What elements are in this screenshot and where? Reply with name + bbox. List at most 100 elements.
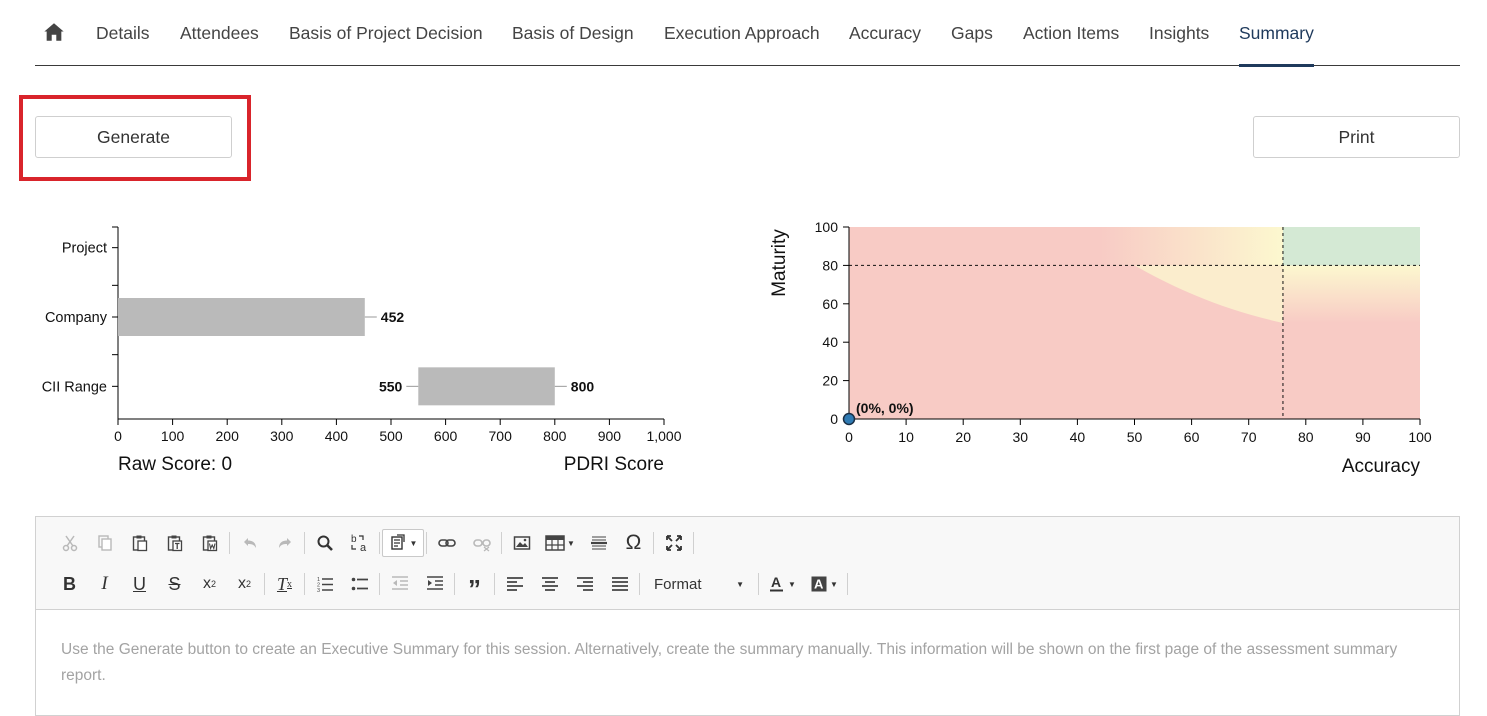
outdent-icon[interactable] [382, 570, 417, 598]
bar-x-tick-label: 300 [270, 428, 294, 444]
indent-icon[interactable] [417, 570, 452, 598]
bar-category-label: Project [62, 241, 107, 257]
svg-text:b: b [351, 534, 357, 545]
unlink-icon[interactable] [464, 529, 499, 557]
generate-button[interactable]: Generate [35, 116, 232, 158]
svg-text:3: 3 [317, 588, 320, 593]
bar-cii-range [418, 367, 555, 406]
paste-icon[interactable] [122, 529, 157, 557]
matrix-y-tick-label: 60 [822, 296, 838, 312]
home-icon[interactable] [43, 21, 65, 43]
cut-icon[interactable] [52, 529, 87, 557]
align-left-icon[interactable] [497, 570, 532, 598]
matrix-x-tick-label: 30 [1013, 429, 1029, 445]
matrix-x-tick-label: 60 [1184, 429, 1200, 445]
raw-score-label: Raw Score: 0 [118, 454, 232, 475]
zone-yellow-fade [1100, 227, 1283, 266]
top-nav: Details Attendees Basis of Project Decis… [35, 0, 1460, 67]
data-point [842, 412, 856, 426]
align-right-icon[interactable] [567, 570, 602, 598]
zone-yellow-right [1282, 265, 1420, 323]
undo-icon[interactable] [232, 529, 267, 557]
bar-x-tick-label: 100 [161, 428, 185, 444]
bar-x-tick-label: 600 [434, 428, 458, 444]
tab-insights[interactable]: Insights [1149, 23, 1210, 43]
template-icon[interactable]: ▼ [382, 529, 424, 557]
accuracy-maturity-chart: 0 20 40 60 80 100 0 10 20 30 40 50 60 70 80 90 100 Maturi… [769, 219, 1432, 477]
background-color-icon[interactable]: A ▼ [803, 570, 845, 598]
matrix-x-tick-label: 70 [1241, 429, 1257, 445]
matrix-y-tick-label: 0 [830, 411, 838, 427]
align-center-icon[interactable] [532, 570, 567, 598]
justify-icon[interactable] [602, 570, 637, 598]
svg-text:A: A [771, 575, 781, 590]
summary-editor-content[interactable]: Use the Generate button to create an Exe… [61, 641, 1398, 684]
bar-category-label: CII Range [42, 379, 107, 395]
matrix-y-tick-label: 20 [822, 373, 838, 389]
paste-text-icon[interactable] [157, 529, 192, 557]
bulleted-list-icon[interactable] [342, 570, 377, 598]
company-end-label: 452 [381, 309, 405, 325]
matrix-y-tick-label: 100 [815, 219, 839, 235]
format-label: Format [654, 575, 702, 593]
redo-icon[interactable] [267, 529, 302, 557]
bar-x-tick-label: 500 [379, 428, 403, 444]
bar-x-axis-title: PDRI Score [564, 454, 664, 475]
table-icon[interactable]: ▼ [539, 529, 581, 557]
special-char-icon[interactable]: Ω [625, 531, 642, 554]
paste-word-icon[interactable] [192, 529, 227, 557]
tab-basis-of-project-decision[interactable]: Basis of Project Decision [289, 23, 483, 43]
tab-basis-of-design[interactable]: Basis of Design [512, 23, 634, 43]
chevron-down-icon: ▼ [736, 579, 744, 589]
italic-icon[interactable]: I [101, 573, 108, 594]
tab-details[interactable]: Details [96, 23, 150, 43]
print-button[interactable]: Print [1253, 116, 1460, 158]
strike-icon[interactable]: S [168, 573, 181, 594]
tab-gaps[interactable]: Gaps [951, 23, 993, 43]
svg-text:A: A [814, 577, 824, 592]
svg-text:2: 2 [317, 583, 320, 589]
matrix-x-tick-label: 40 [1070, 429, 1086, 445]
matrix-x-tick-label: 10 [898, 429, 914, 445]
matrix-y-tick-label: 80 [822, 257, 838, 273]
matrix-y-tick-label: 40 [822, 334, 838, 350]
tab-attendees[interactable]: Attendees [180, 23, 259, 43]
image-icon[interactable] [504, 529, 539, 557]
range-end-label: 800 [571, 378, 595, 394]
matrix-y-axis-title: Maturity [769, 229, 790, 297]
matrix-x-tick-label: 90 [1355, 429, 1371, 445]
tab-action-items[interactable]: Action Items [1023, 23, 1120, 43]
horizontal-rule-icon[interactable] [581, 529, 616, 557]
format-dropdown[interactable]: Format ▼ [646, 570, 752, 598]
bar-x-tick-label: 400 [325, 428, 349, 444]
svg-text:1: 1 [317, 577, 320, 583]
matrix-x-tick-label: 20 [955, 429, 971, 445]
tab-execution-approach[interactable]: Execution Approach [664, 23, 820, 43]
text-color-icon[interactable]: A ▼ [770, 575, 796, 592]
underline-icon[interactable]: U [133, 573, 146, 594]
maximize-icon[interactable] [656, 529, 691, 557]
find-icon[interactable] [307, 529, 342, 557]
bar-x-tick-label: 0 [114, 428, 122, 444]
data-point-label: (0%, 0%) [856, 400, 914, 416]
matrix-x-tick-label: 100 [1408, 429, 1432, 445]
tab-accuracy[interactable]: Accuracy [849, 23, 921, 43]
link-icon[interactable] [429, 529, 464, 557]
copy-icon[interactable] [87, 529, 122, 557]
svg-text:a: a [360, 542, 367, 553]
range-start-label: 550 [379, 378, 403, 394]
matrix-x-tick-label: 0 [845, 429, 853, 445]
blockquote-icon[interactable]: ” [468, 573, 481, 604]
bold-icon[interactable]: B [63, 573, 76, 594]
matrix-x-tick-label: 50 [1127, 429, 1143, 445]
bar-category-label: Company [45, 310, 108, 326]
tab-summary[interactable]: Summary [1239, 0, 1314, 67]
